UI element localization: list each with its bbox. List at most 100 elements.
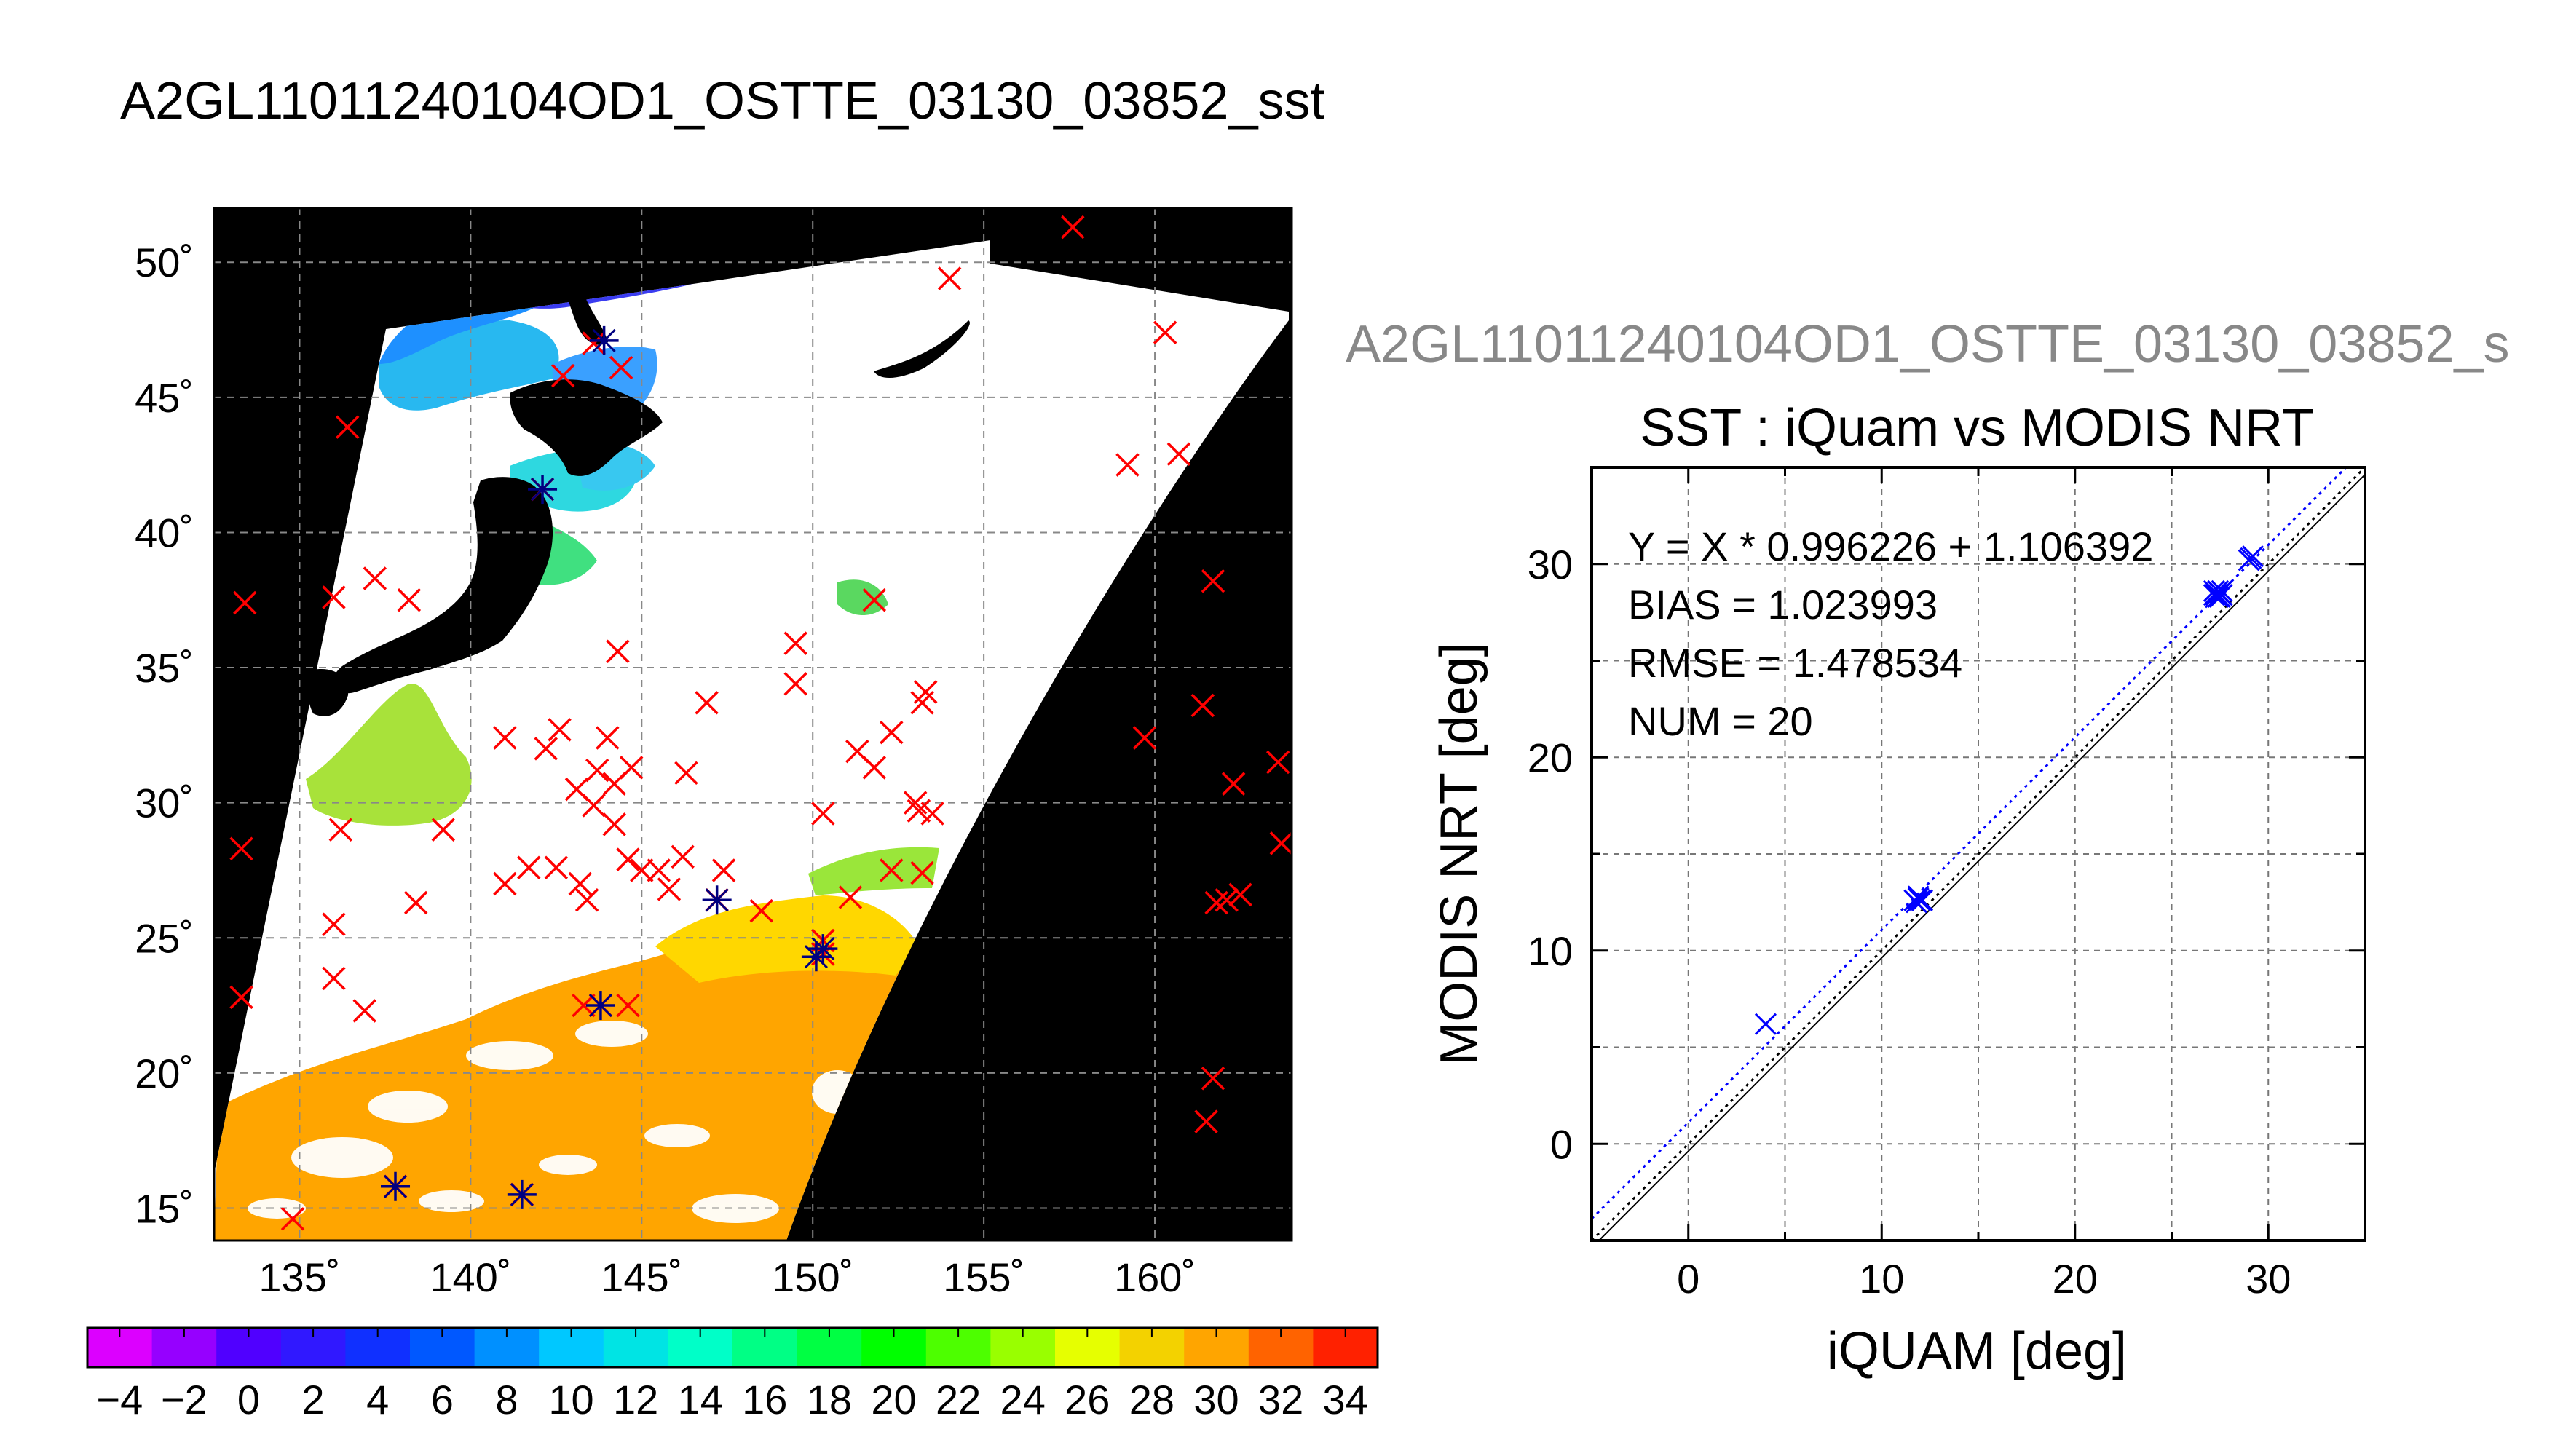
- map-marker: [572, 993, 596, 1018]
- scatter-y-tick-label: 30: [1528, 542, 1573, 587]
- colorbar-tick-label: 22: [936, 1377, 981, 1423]
- map-lon-tick-label: 160˚: [1114, 1254, 1196, 1300]
- scatter-point: [1909, 889, 1932, 911]
- map-lon-tick-label: 150˚: [772, 1254, 853, 1300]
- land-hokkaido: [510, 379, 663, 476]
- colorbar-tick-label: −4: [96, 1377, 143, 1423]
- map-match-marker: [383, 1174, 408, 1198]
- map-marker: [1269, 831, 1292, 855]
- map-marker: [783, 672, 807, 696]
- colorbar-tick-label: 8: [495, 1377, 518, 1423]
- land: [307, 218, 970, 716]
- map-marker: [574, 888, 599, 912]
- map-marker: [596, 726, 620, 750]
- map-lon-tick-label: 155˚: [943, 1254, 1024, 1300]
- land-kamchatka-edge: [874, 320, 970, 379]
- colorbar-tick-label: 32: [1258, 1377, 1303, 1423]
- map-marker: [711, 858, 736, 882]
- map-marker: [336, 415, 360, 439]
- map-match-marker: [530, 477, 555, 502]
- colorbar-tick-label: −2: [161, 1377, 208, 1423]
- scatter-point: [1905, 891, 1928, 914]
- scatter-x-axis-label: iQUAM [deg]: [1827, 1322, 2127, 1380]
- colorbar-tick-label: 26: [1065, 1377, 1110, 1423]
- map-marker: [551, 363, 575, 388]
- colorbar-tick-label: 18: [807, 1377, 852, 1423]
- map-marker: [1228, 882, 1252, 907]
- colorbar-labels: −4 −2 0 2 4 6 8 10 12 14 16 18 20 22 24 26 28 30 32 34: [96, 1328, 1368, 1423]
- map-marker: [783, 631, 807, 655]
- colorbar-frame: [86, 1326, 1379, 1369]
- map-match-marker: [705, 888, 729, 912]
- map-match-marker: [592, 328, 616, 352]
- scatter-header-title: A2GL11011240104OD1_OSTTE_03130_03852_s: [1346, 315, 2510, 373]
- sst-green-patch: [837, 579, 888, 615]
- sst-green-west: [306, 684, 472, 826]
- identity-line: [1592, 467, 2365, 1241]
- scatter-y-tick-label: 0: [1550, 1121, 1573, 1167]
- colorbar-tick-label: 6: [431, 1377, 454, 1423]
- map-marker: [1201, 569, 1225, 593]
- map-marker: [233, 590, 257, 615]
- main-title: A2GL11011240104OD1_OSTTE_03130_03852_sst: [120, 72, 1325, 130]
- scatter-point: [2238, 549, 2260, 571]
- map-marker: [363, 566, 387, 590]
- map-marker: [695, 691, 719, 715]
- map-lon-tick-label: 135˚: [258, 1254, 340, 1300]
- map-frame: [213, 207, 1293, 1242]
- map-lat-tick-label: 50˚: [135, 240, 194, 285]
- annotation-regression: Y = X * 0.996226 + 1.106392: [1628, 523, 2153, 569]
- map-marker: [1132, 726, 1157, 750]
- map-marker: [431, 818, 456, 842]
- map-marker: [907, 799, 931, 823]
- colorbar-tick-label: 0: [237, 1377, 260, 1423]
- map-marker: [1215, 888, 1239, 912]
- map-marker: [229, 836, 253, 860]
- map-marker: [1221, 772, 1246, 796]
- map-lat-tick-label: 35˚: [135, 645, 194, 691]
- map-marker: [619, 756, 644, 780]
- map-marker: [606, 639, 630, 664]
- colorbar-tick-label: 30: [1193, 1377, 1239, 1423]
- scatter-x-labels: 0 10 20 30: [1677, 1256, 2291, 1302]
- cloud-breaks: [248, 1021, 863, 1223]
- map-marker: [1061, 215, 1085, 240]
- map-marker: [674, 761, 698, 786]
- scatter-ticks: [1590, 466, 2366, 1242]
- scatter-annotations: Y = X * 0.996226 + 1.106392 BIAS = 1.023…: [1628, 523, 2153, 744]
- map-marker: [630, 858, 654, 882]
- map-marker: [544, 855, 569, 879]
- map-lat-tick-label: 20˚: [135, 1051, 194, 1096]
- map-marker: [910, 860, 934, 885]
- map-marker: [937, 266, 962, 290]
- map-marker: [616, 847, 640, 871]
- map-lon-tick-label: 145˚: [601, 1254, 682, 1300]
- scatter-y-labels: 0 10 20 30: [1528, 542, 1573, 1168]
- land-kyushu: [307, 669, 349, 716]
- map-lat-tick-label: 30˚: [135, 780, 194, 826]
- map-marker: [403, 890, 428, 915]
- scatter-point: [2205, 584, 2227, 606]
- map-marker: [564, 777, 589, 802]
- map-marker: [602, 812, 626, 836]
- map-marker: [862, 756, 887, 780]
- map-marker: [1153, 320, 1177, 344]
- map-marker: [1115, 453, 1140, 477]
- scatter-x-tick-label: 30: [2246, 1256, 2291, 1302]
- map-marker: [322, 585, 346, 609]
- map-lon-labels: 135˚ 140˚ 145˚ 150˚ 155˚ 160˚: [258, 1254, 1196, 1300]
- map-marker: [352, 999, 376, 1023]
- map-marker: [880, 720, 904, 745]
- map-lon-tick-label: 140˚: [430, 1254, 511, 1300]
- colorbar: [86, 1326, 1379, 1369]
- map-marker: [609, 355, 633, 380]
- identity-line-solid: [1598, 473, 2365, 1241]
- scatter-point: [2203, 579, 2225, 602]
- map-marker: [616, 993, 640, 1018]
- map-area: [214, 208, 1292, 1241]
- map-match-marker: [510, 1182, 534, 1206]
- map-lat-labels: 50˚ 45˚ 40˚ 35˚ 30˚ 25˚ 20˚ 15˚: [135, 240, 194, 1231]
- map-marker: [880, 858, 904, 882]
- colorbar-tick-label: 34: [1323, 1377, 1368, 1423]
